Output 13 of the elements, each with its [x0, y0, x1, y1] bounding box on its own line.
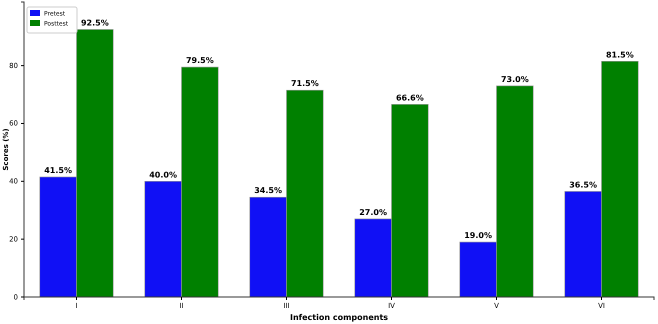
data-label: 19.0%	[464, 231, 492, 240]
data-label: 81.5%	[606, 50, 634, 60]
data-label: 79.5%	[186, 56, 214, 66]
data-label: 36.5%	[569, 180, 598, 190]
data-label: 92.5%	[80, 18, 109, 28]
data-label: 34.5%	[254, 186, 282, 196]
data-label: 71.5%	[290, 79, 319, 88]
data-label: 41.5%	[44, 166, 72, 175]
data-label: 66.6%	[396, 93, 424, 102]
data-label: 40.0%	[149, 170, 178, 180]
x-axis-title: Infection components	[290, 313, 388, 322]
data-label: 73.0%	[500, 74, 529, 84]
data-label: 27.0%	[359, 208, 388, 217]
